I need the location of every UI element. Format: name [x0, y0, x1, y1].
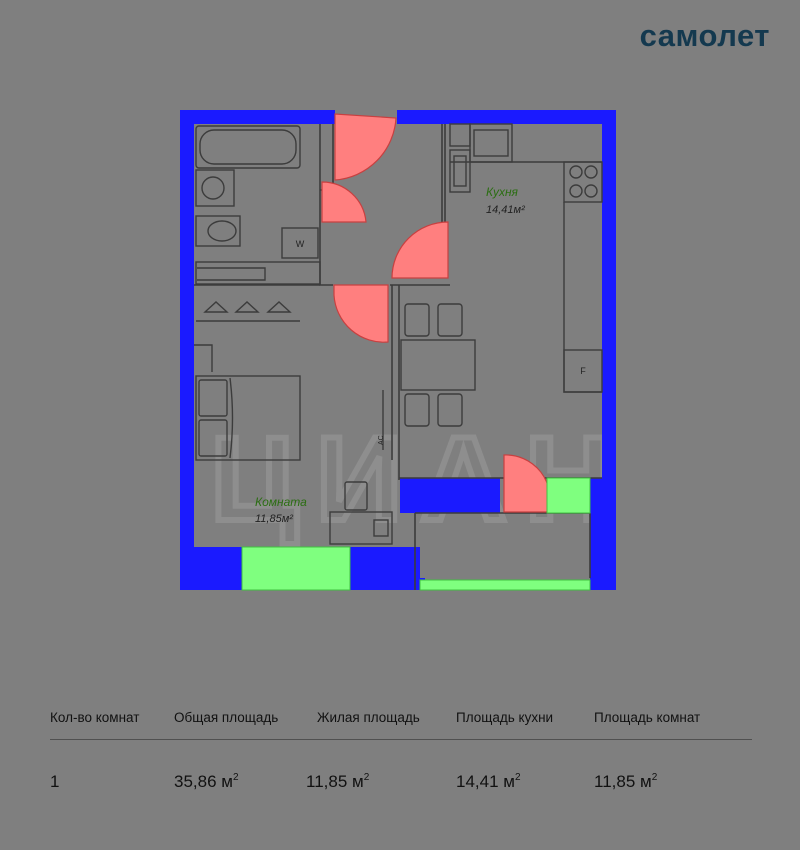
- fridge-label: F: [580, 366, 586, 376]
- stat-label-rooms-area: Площадь комнат: [594, 710, 701, 725]
- door-room: [333, 284, 389, 343]
- apartment-stats: Кол-во комнат Общая площадь Жилая площад…: [50, 700, 752, 810]
- room-label-room: Комната: [255, 495, 307, 509]
- wardrobe: [194, 301, 300, 372]
- stat-number: 14,41: [456, 772, 499, 791]
- washer-label: W: [296, 239, 305, 249]
- brand-logo: самолет: [639, 18, 770, 53]
- door-bathroom: [321, 181, 367, 223]
- sink: [195, 169, 235, 207]
- stat-number: 11,85: [594, 772, 636, 791]
- bed: [195, 375, 301, 461]
- room-label-kitchen: Кухня: [486, 185, 519, 199]
- kitchen-fixtures: [400, 123, 603, 427]
- room-area-kitchen: 14,41м²: [486, 204, 525, 216]
- stat-unit-power: 2: [232, 772, 239, 783]
- bathroom-fixtures: [195, 125, 321, 285]
- stat-unit: м: [352, 772, 364, 791]
- stat-unit-power: 2: [514, 772, 521, 783]
- window-balcony: [419, 579, 591, 591]
- walls: [180, 110, 616, 590]
- stat-unit: м: [503, 772, 515, 791]
- stat-label-kitchen-area: Площадь кухни: [456, 710, 554, 725]
- room-area-room: 11,85м²: [255, 513, 293, 525]
- door-kitchen: [391, 221, 449, 279]
- stat-number: 35,86: [174, 772, 217, 791]
- stat-label-living-area: Жилая площадь: [317, 710, 420, 725]
- window-kitchen: [546, 477, 591, 514]
- stat-value-total-area: 35,86 м2: [174, 772, 239, 792]
- stat-number: 11,85: [306, 772, 348, 791]
- door-entrance: [334, 113, 397, 181]
- dining-table: [400, 339, 476, 391]
- stat-unit: м: [221, 772, 233, 791]
- windows: [241, 477, 591, 591]
- stat-unit-power: 2: [651, 772, 658, 783]
- stat-number: 1: [50, 772, 60, 791]
- desk-area: [329, 390, 393, 545]
- ac-label: AC: [378, 435, 385, 445]
- stat-label-rooms: Кол-во комнат: [50, 710, 140, 725]
- stat-unit: м: [640, 772, 652, 791]
- stat-value-rooms: 1: [50, 772, 59, 792]
- stat-unit-power: 2: [363, 772, 370, 783]
- fridge: [563, 349, 603, 393]
- bathtub: [195, 125, 301, 169]
- stat-value-rooms-area: 11,85 м2: [594, 772, 657, 792]
- stat-value-kitchen-area: 14,41 м2: [456, 772, 521, 792]
- washer: [281, 227, 319, 259]
- stats-divider: [50, 739, 752, 740]
- floor-plan: ЦИАН W: [180, 110, 616, 591]
- stat-label-total-area: Общая площадь: [174, 710, 279, 725]
- window-room: [241, 546, 351, 591]
- stat-value-living-area: 11,85 м2: [306, 772, 369, 792]
- toilet: [195, 215, 241, 247]
- doors: [321, 113, 551, 513]
